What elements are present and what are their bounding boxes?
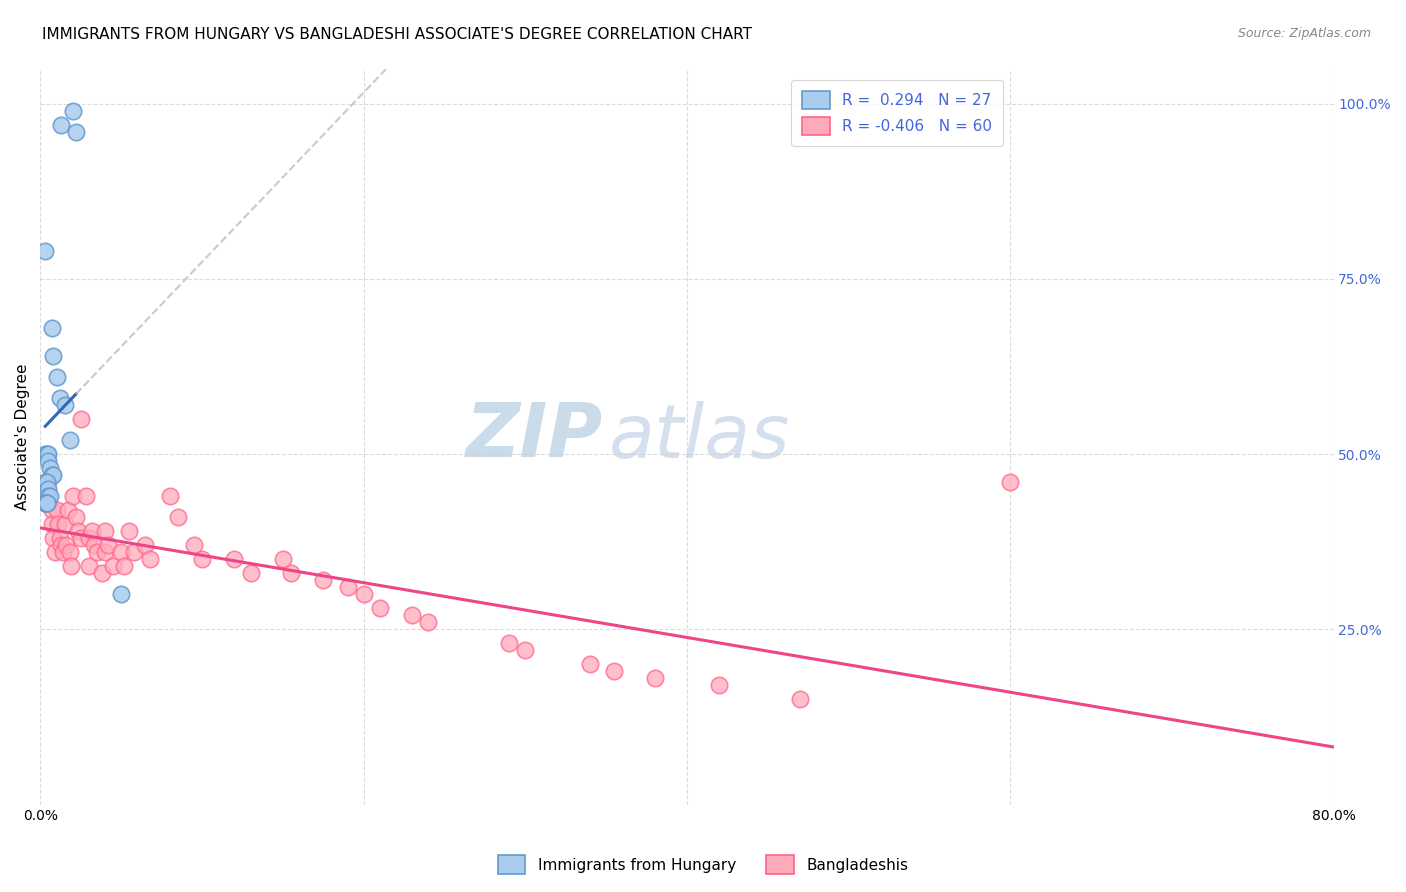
Point xyxy=(134,538,156,552)
Point xyxy=(159,489,181,503)
Point xyxy=(83,538,105,552)
Point xyxy=(45,503,67,517)
Point xyxy=(41,321,63,335)
Text: IMMIGRANTS FROM HUNGARY VS BANGLADESHI ASSOCIATE'S DEGREE CORRELATION CHART: IMMIGRANTS FROM HUNGARY VS BANGLADESHI A… xyxy=(42,27,752,42)
Point xyxy=(35,496,58,510)
Point xyxy=(51,118,73,132)
Point xyxy=(42,349,65,363)
Point xyxy=(789,692,811,706)
Point xyxy=(35,475,58,490)
Point xyxy=(45,370,67,384)
Point xyxy=(44,545,66,559)
Point xyxy=(515,643,537,657)
Point xyxy=(122,545,145,559)
Point xyxy=(34,489,56,503)
Point xyxy=(65,510,87,524)
Point xyxy=(603,665,626,679)
Point xyxy=(77,531,100,545)
Point xyxy=(191,552,214,566)
Point xyxy=(41,517,63,532)
Point xyxy=(110,587,132,601)
Point xyxy=(312,574,335,588)
Point xyxy=(37,496,59,510)
Point xyxy=(46,517,69,532)
Legend: Immigrants from Hungary, Bangladeshis: Immigrants from Hungary, Bangladeshis xyxy=(492,849,914,880)
Point xyxy=(37,447,59,461)
Point xyxy=(49,531,72,545)
Point xyxy=(37,489,59,503)
Point xyxy=(77,559,100,574)
Point xyxy=(498,636,520,650)
Point xyxy=(35,447,58,461)
Text: ZIP: ZIP xyxy=(465,401,603,473)
Point xyxy=(183,538,205,552)
Point xyxy=(368,601,391,615)
Point xyxy=(62,489,84,503)
Point xyxy=(82,524,104,539)
Point xyxy=(110,545,132,559)
Point xyxy=(56,503,79,517)
Point xyxy=(418,615,440,630)
Point xyxy=(65,125,87,139)
Point xyxy=(42,468,65,483)
Point xyxy=(139,552,162,566)
Legend: R =  0.294   N = 27, R = -0.406   N = 60: R = 0.294 N = 27, R = -0.406 N = 60 xyxy=(792,80,1002,146)
Point xyxy=(34,496,56,510)
Point xyxy=(34,475,56,490)
Point xyxy=(101,559,124,574)
Point xyxy=(60,559,83,574)
Point xyxy=(224,552,246,566)
Point xyxy=(94,524,117,539)
Point xyxy=(37,454,59,468)
Point xyxy=(58,545,80,559)
Point xyxy=(35,496,58,510)
Point xyxy=(37,482,59,496)
Point xyxy=(53,517,76,532)
Point xyxy=(39,489,62,503)
Point xyxy=(41,468,63,483)
Point xyxy=(401,608,423,623)
Point xyxy=(69,531,91,545)
Point xyxy=(75,489,97,503)
Point xyxy=(280,566,302,581)
Point xyxy=(66,524,89,539)
Point xyxy=(62,103,84,118)
Point xyxy=(271,552,294,566)
Point xyxy=(39,461,62,475)
Point xyxy=(58,433,80,447)
Point xyxy=(97,538,120,552)
Point xyxy=(53,398,76,412)
Point xyxy=(49,391,72,405)
Point xyxy=(34,244,56,258)
Point xyxy=(55,538,77,552)
Point xyxy=(94,545,117,559)
Point xyxy=(34,447,56,461)
Point xyxy=(41,503,63,517)
Point xyxy=(51,538,73,552)
Point xyxy=(239,566,262,581)
Text: atlas: atlas xyxy=(609,401,790,473)
Point xyxy=(90,566,112,581)
Point xyxy=(353,587,375,601)
Point xyxy=(644,672,666,686)
Point xyxy=(34,496,56,510)
Point xyxy=(69,412,91,426)
Point xyxy=(52,545,75,559)
Point xyxy=(336,580,359,594)
Y-axis label: Associate's Degree: Associate's Degree xyxy=(15,363,30,510)
Text: Source: ZipAtlas.com: Source: ZipAtlas.com xyxy=(1237,27,1371,40)
Point xyxy=(709,678,731,692)
Point xyxy=(1000,475,1022,490)
Point xyxy=(118,524,141,539)
Point xyxy=(42,531,65,545)
Point xyxy=(579,657,602,672)
Point xyxy=(37,475,59,490)
Point xyxy=(166,510,188,524)
Point xyxy=(114,559,136,574)
Point xyxy=(86,545,108,559)
